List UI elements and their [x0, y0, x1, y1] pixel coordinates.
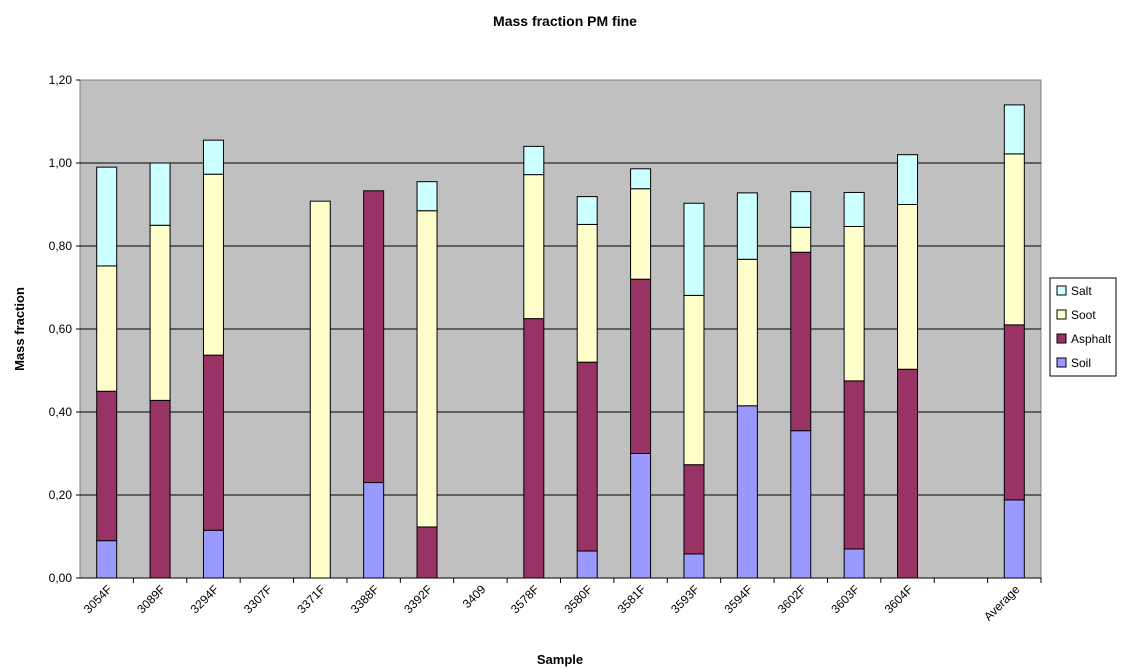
x-tick-label: 3054F [81, 582, 115, 616]
gridlines [80, 162, 1041, 496]
bar-segment-salt [630, 168, 652, 190]
bar-segment-asphalt [683, 464, 705, 555]
bar-segment-asphalt [96, 390, 118, 542]
legend-label-salt: Salt [1071, 284, 1092, 298]
bar-segment-salt [416, 181, 438, 212]
x-axis-label: Sample [537, 652, 583, 667]
y-tick-label: 0,80 [49, 239, 73, 253]
y-tick-label: 0,60 [49, 322, 73, 336]
x-tick-label: 3089F [134, 582, 168, 616]
y-tick-label: 0,00 [49, 571, 73, 585]
bar-segment-soot [897, 204, 919, 370]
bar-segment-soot [309, 200, 331, 579]
y-tick-labels: 0,00 0,20 0,40 0,60 0,80 1,00 1,20 [49, 73, 80, 585]
y-tick-label: 1,20 [49, 73, 73, 87]
x-tick-label: 3388F [348, 582, 382, 616]
bar-segment-asphalt [202, 354, 224, 531]
bar-segment-salt [96, 166, 118, 267]
x-tick-label: 3593F [668, 582, 702, 616]
bar-segment-soil [1003, 499, 1025, 579]
bar-segment-soot [149, 224, 171, 401]
x-tick-label: Average [981, 582, 1023, 624]
x-tick-label: 3603F [828, 582, 862, 616]
y-tick-label: 0,20 [49, 488, 73, 502]
bar-segment-asphalt [576, 361, 598, 552]
bar-segment-soil [843, 548, 865, 579]
x-tick-label: 3604F [882, 582, 916, 616]
bar-segment-soot [523, 174, 545, 320]
bar-segment-soil [630, 453, 652, 579]
bar-segment-salt [576, 196, 598, 225]
y-tick-label: 0,40 [49, 405, 73, 419]
y-axis-label: Mass fraction [12, 287, 27, 371]
legend-label-soot: Soot [1071, 308, 1096, 322]
bar-segment-soot [683, 294, 705, 466]
legend: Salt Soot Asphalt Soil [1049, 277, 1117, 377]
x-tick-label: 3409 [460, 582, 489, 611]
bar-segment-asphalt [363, 190, 385, 484]
legend-swatch-salt [1056, 285, 1067, 296]
legend-swatch-asphalt [1056, 333, 1067, 344]
x-tick-label: 3294F [188, 582, 222, 616]
y-tick-label: 1,00 [49, 156, 73, 170]
bar-segment-soot [1003, 153, 1025, 326]
legend-label-asphalt: Asphalt [1071, 332, 1112, 346]
bar-segment-soil [363, 482, 385, 579]
bar-segment-soot [202, 173, 224, 356]
bar-segment-soot [736, 258, 758, 407]
bar-segment-soil [683, 553, 705, 579]
bar-segment-soot [416, 210, 438, 528]
bar-segment-salt [523, 145, 545, 176]
bar-segment-salt [1003, 104, 1025, 155]
x-tick-label: 3578F [508, 582, 542, 616]
bar-segment-asphalt [523, 318, 545, 579]
bar-segment-asphalt [149, 399, 171, 579]
bar-segment-salt [149, 162, 171, 226]
x-tick-label: 3602F [775, 582, 809, 616]
bar-segment-soil [96, 540, 118, 579]
x-tick-label: 3581F [615, 582, 649, 616]
chart-title: Mass fraction PM fine [493, 13, 637, 29]
bar-segment-soot [576, 223, 598, 363]
x-tick-label: 3580F [561, 582, 595, 616]
bar-segment-salt [202, 139, 224, 175]
x-tick-label: 3594F [722, 582, 756, 616]
bar-segment-asphalt [790, 251, 812, 432]
bar-segment-asphalt [416, 526, 438, 579]
x-tick-label: 3307F [241, 582, 275, 616]
bar-segment-soil [576, 550, 598, 579]
bar-segment-soot [843, 225, 865, 382]
x-tick-label: 3392F [401, 582, 435, 616]
bar-segment-salt [897, 154, 919, 205]
bars [96, 104, 1025, 579]
bar-segment-salt [736, 192, 758, 260]
bar-segment-salt [683, 202, 705, 296]
legend-swatch-soot [1056, 309, 1067, 320]
bar-segment-asphalt [630, 278, 652, 455]
bar-segment-salt [790, 191, 812, 228]
bar-segment-salt [843, 191, 865, 227]
x-tick-label: 3371F [294, 582, 328, 616]
bar-segment-asphalt [843, 380, 865, 550]
bar-segment-asphalt [1003, 324, 1025, 501]
bar-segment-soil [736, 405, 758, 579]
bar-segment-soot [96, 265, 118, 392]
legend-label-soil: Soil [1071, 356, 1091, 370]
x-tick-labels: 3054F 3089F 3294F 3307F 3371F 3388F 3392F 3409 3… [80, 577, 1042, 624]
bar-segment-soot [630, 188, 652, 280]
bar-segment-soot [790, 226, 812, 253]
bar-segment-soil [790, 430, 812, 579]
bar-segment-asphalt [897, 368, 919, 579]
legend-swatch-soil [1056, 357, 1067, 368]
bar-segment-soil [202, 529, 224, 579]
